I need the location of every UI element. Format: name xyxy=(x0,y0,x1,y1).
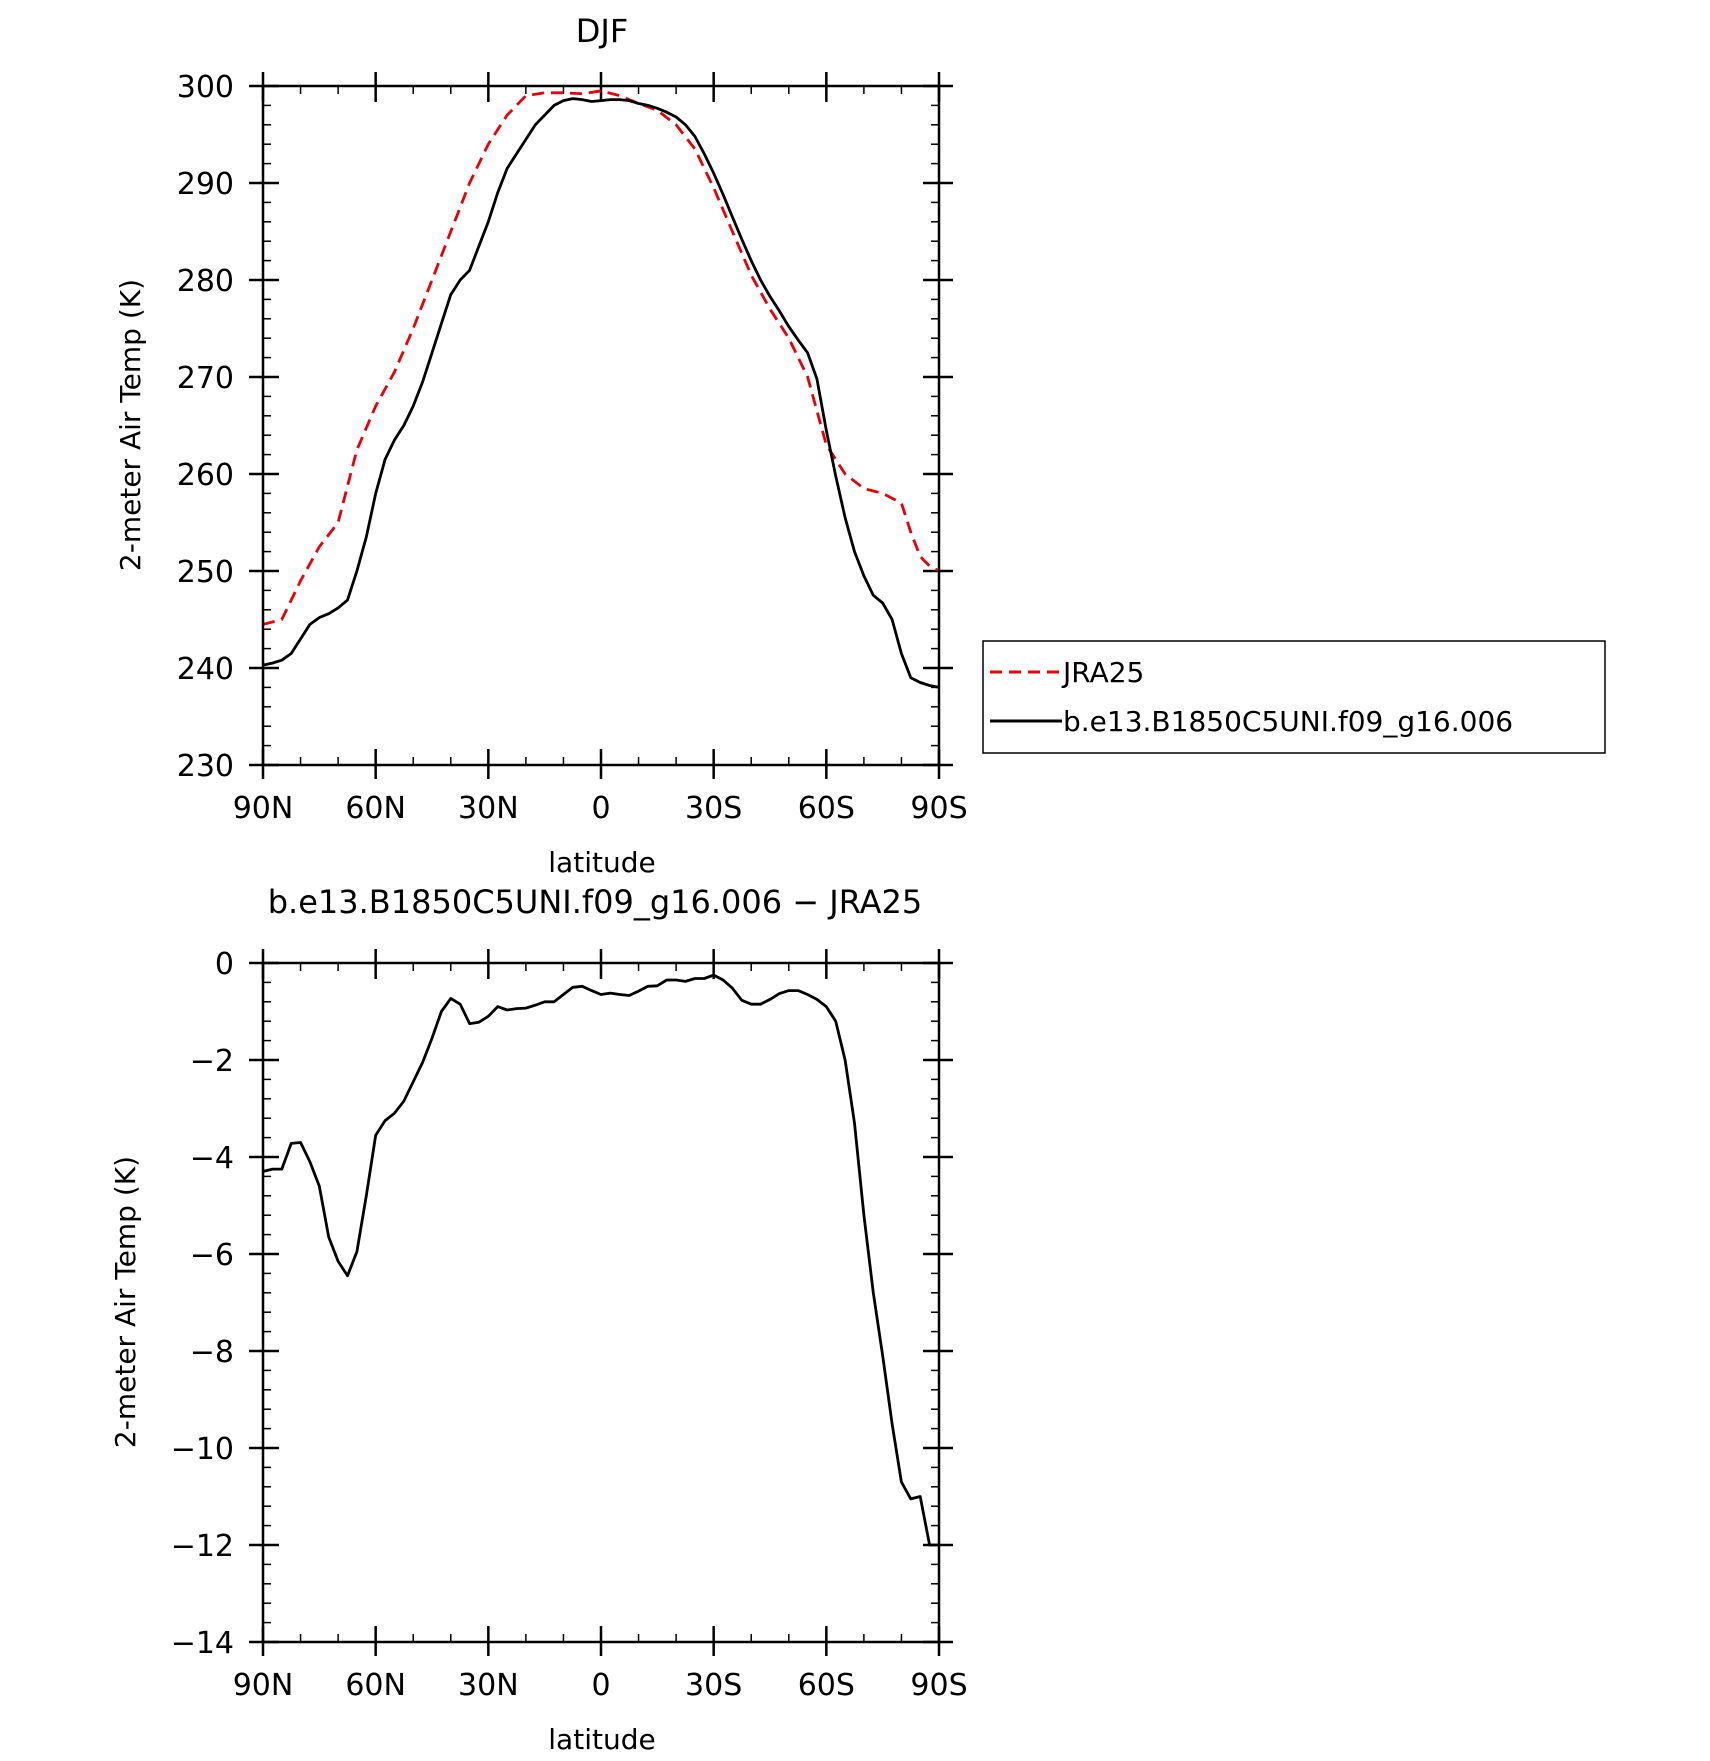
x-tick-label: 60N xyxy=(345,791,406,826)
x-tick-label: 60S xyxy=(798,1668,855,1703)
y-tick-label: 230 xyxy=(177,749,234,784)
bottom-panel-y-axis-label: 2-meter Air Temp (K) xyxy=(109,1156,142,1448)
x-tick-label: 90S xyxy=(910,1668,967,1703)
x-tick-label: 0 xyxy=(591,1668,610,1703)
series-line-jra25 xyxy=(262,89,940,626)
y-tick-label: −2 xyxy=(190,1044,234,1079)
bottom-panel: b.e13.B1850C5UNI.f09_g16.006 − JRA25 90N… xyxy=(109,883,968,1756)
x-tick-label: 90N xyxy=(233,1668,294,1703)
x-tick-label: 30S xyxy=(685,791,742,826)
y-tick-label: −12 xyxy=(171,1529,234,1564)
y-tick-label: −6 xyxy=(190,1238,234,1273)
top-panel-title: DJF xyxy=(576,12,628,50)
top-panel-minor-ticks xyxy=(262,85,940,766)
y-tick-label: −10 xyxy=(171,1432,234,1467)
bottom-panel-y-ticks: 0 −2 −4 −6 −8 −10 −12 −14 xyxy=(171,947,953,1661)
legend-label-jra25: JRA25 xyxy=(1061,656,1144,689)
x-tick-label: 30N xyxy=(458,1668,519,1703)
x-tick-label: 60N xyxy=(345,1668,406,1703)
series-line-difference xyxy=(262,973,939,1547)
bottom-panel-series xyxy=(262,973,939,1547)
top-panel-x-ticks: 90N 60N 30N 0 30S 60S 90S xyxy=(233,72,968,826)
legend-label-model: b.e13.B1850C5UNI.f09_g16.006 xyxy=(1063,705,1513,738)
legend: JRA25 b.e13.B1850C5UNI.f09_g16.006 xyxy=(982,640,1606,754)
y-tick-label: 290 xyxy=(177,167,234,202)
x-tick-label: 60S xyxy=(798,791,855,826)
y-tick-label: 270 xyxy=(177,361,234,396)
x-tick-label: 30S xyxy=(685,1668,742,1703)
top-panel-y-axis-label: 2-meter Air Temp (K) xyxy=(114,279,147,571)
y-tick-label: 260 xyxy=(177,458,234,493)
top-panel-x-axis-label: latitude xyxy=(548,846,655,879)
bottom-panel-title: b.e13.B1850C5UNI.f09_g16.006 − JRA25 xyxy=(268,883,923,921)
y-tick-label: 0 xyxy=(215,947,234,982)
series-line-b-e13-b1850c5uni-f09-g16-006 xyxy=(262,97,940,689)
x-tick-label: 0 xyxy=(591,791,610,826)
bottom-panel-plot-frame xyxy=(261,961,941,1644)
y-tick-label: −14 xyxy=(171,1626,234,1661)
y-tick-label: −8 xyxy=(190,1335,234,1370)
y-tick-label: 250 xyxy=(177,555,234,590)
top-panel-plot-frame xyxy=(261,84,941,767)
legend-box xyxy=(982,640,1606,754)
y-tick-label: 280 xyxy=(177,264,234,299)
y-tick-label: 300 xyxy=(177,70,234,105)
top-panel-series xyxy=(262,89,940,689)
bottom-panel-x-ticks: 90N 60N 30N 0 30S 60S 90S xyxy=(233,949,968,1703)
top-panel-y-ticks: 300 290 280 270 260 250 240 230 xyxy=(177,70,953,784)
bottom-panel-x-axis-label: latitude xyxy=(548,1723,655,1756)
x-tick-label: 90S xyxy=(910,791,967,826)
y-tick-label: 240 xyxy=(177,652,234,687)
x-tick-label: 90N xyxy=(233,791,294,826)
top-panel: DJF 90N 60N 30N 0 30S 60S 90S 300 290 280 270 260 2… xyxy=(114,12,968,879)
x-tick-label: 30N xyxy=(458,791,519,826)
y-tick-label: −4 xyxy=(190,1141,234,1176)
bottom-panel-minor-ticks xyxy=(262,962,940,1643)
